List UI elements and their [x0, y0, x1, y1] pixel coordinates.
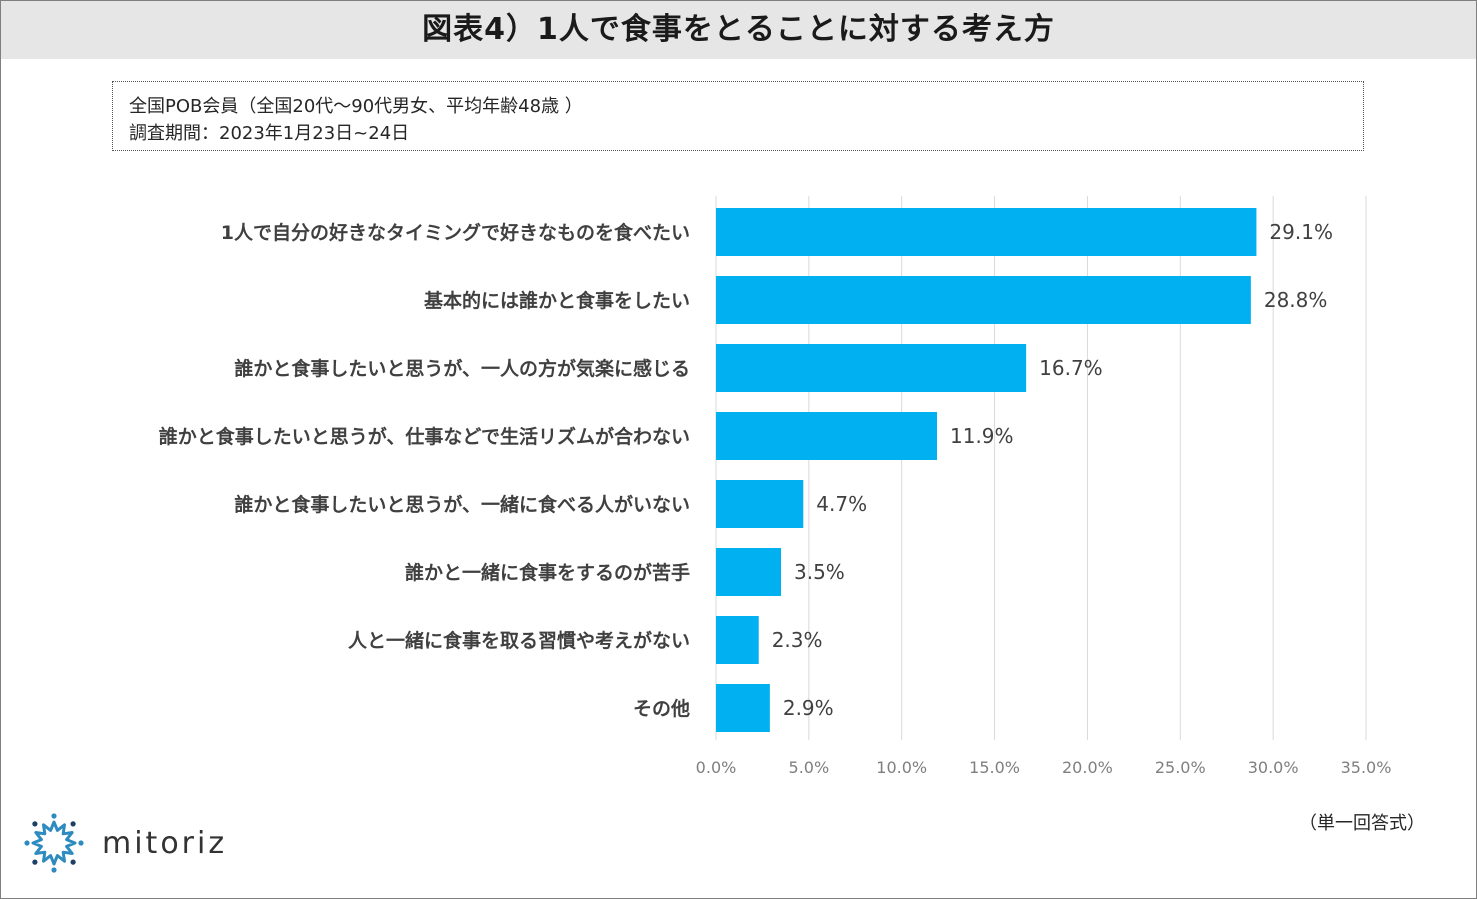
logo-dot-4 [51, 867, 57, 873]
logo-text: mitoriz [102, 825, 228, 861]
value-label-4: 4.7% [816, 492, 867, 516]
bar-0 [716, 208, 1257, 256]
logo-dot-7 [32, 821, 38, 827]
logo-star-outline [31, 820, 77, 866]
category-label-1: 基本的には誰かと食事をしたい [423, 289, 690, 312]
logo-dot-0 [51, 813, 57, 819]
figure-title: 図表4）1人で食事をとることに対する考え方 [422, 12, 1055, 47]
logo-dot-3 [70, 859, 76, 865]
value-label-1: 28.8% [1264, 288, 1328, 312]
x-tick-label-7: 35.0% [1341, 758, 1392, 777]
bar-6 [716, 616, 759, 664]
sun-burst-logo-icon [24, 813, 84, 873]
bar-2 [716, 344, 1027, 392]
category-label-5: 誰かと一緒に食事をするのが苦手 [405, 561, 690, 584]
labels: 0.0% 5.0% 10.0% 15.0% 20.0% 25.0% 30.0% 35.0% 29… [159, 220, 1392, 777]
logo-dot-6 [24, 840, 30, 846]
value-label-6: 2.3% [772, 628, 823, 652]
bar-3 [716, 412, 937, 460]
survey-period: 調査期間：2023年1月23日~24日 [129, 123, 410, 144]
x-tick-label-4: 20.0% [1062, 758, 1113, 777]
bar-4 [716, 480, 804, 528]
category-label-0: 1人で自分の好きなタイミングで好きなものを食べたい [221, 221, 690, 244]
value-label-5: 3.5% [794, 560, 845, 584]
x-tick-label-3: 15.0% [969, 758, 1020, 777]
answer-type-note: （単一回答式） [1299, 813, 1425, 834]
company-logo: mitoriz [24, 813, 227, 873]
logo-dot-1 [70, 821, 76, 827]
value-label-2: 16.7% [1039, 356, 1103, 380]
bars [716, 208, 1257, 732]
category-label-2: 誰かと食事したいと思うが、一人の方が気楽に感じる [234, 357, 690, 380]
x-tick-label-5: 25.0% [1155, 758, 1206, 777]
bar-7 [716, 684, 770, 732]
title-bar: 図表4）1人で食事をとることに対する考え方 [1, 1, 1476, 59]
logo-dot-5 [32, 859, 38, 865]
x-tick-label-0: 0.0% [696, 758, 737, 777]
x-tick-label-2: 10.0% [876, 758, 927, 777]
value-label-0: 29.1% [1269, 220, 1333, 244]
x-tick-label-6: 30.0% [1248, 758, 1299, 777]
bar-5 [716, 548, 781, 596]
value-label-3: 11.9% [950, 424, 1014, 448]
category-label-6: 人と一緒に食事を取る習慣や考えがない [348, 629, 690, 652]
survey-info-box: 全国POB会員（全国20代～90代男女、平均年齢48歳 ） 調査期間：2023年… [112, 81, 1364, 151]
category-label-4: 誰かと食事したいと思うが、一緒に食べる人がいない [234, 493, 690, 516]
x-tick-label-1: 5.0% [789, 758, 830, 777]
category-label-3: 誰かと食事したいと思うが、仕事などで生活リズムが合わない [159, 425, 690, 448]
category-label-7: その他 [633, 697, 690, 720]
value-label-7: 2.9% [783, 696, 834, 720]
survey-population: 全国POB会員（全国20代～90代男女、平均年齢48歳 ） [129, 96, 583, 117]
logo-dot-2 [78, 840, 84, 846]
bar-1 [716, 276, 1251, 324]
